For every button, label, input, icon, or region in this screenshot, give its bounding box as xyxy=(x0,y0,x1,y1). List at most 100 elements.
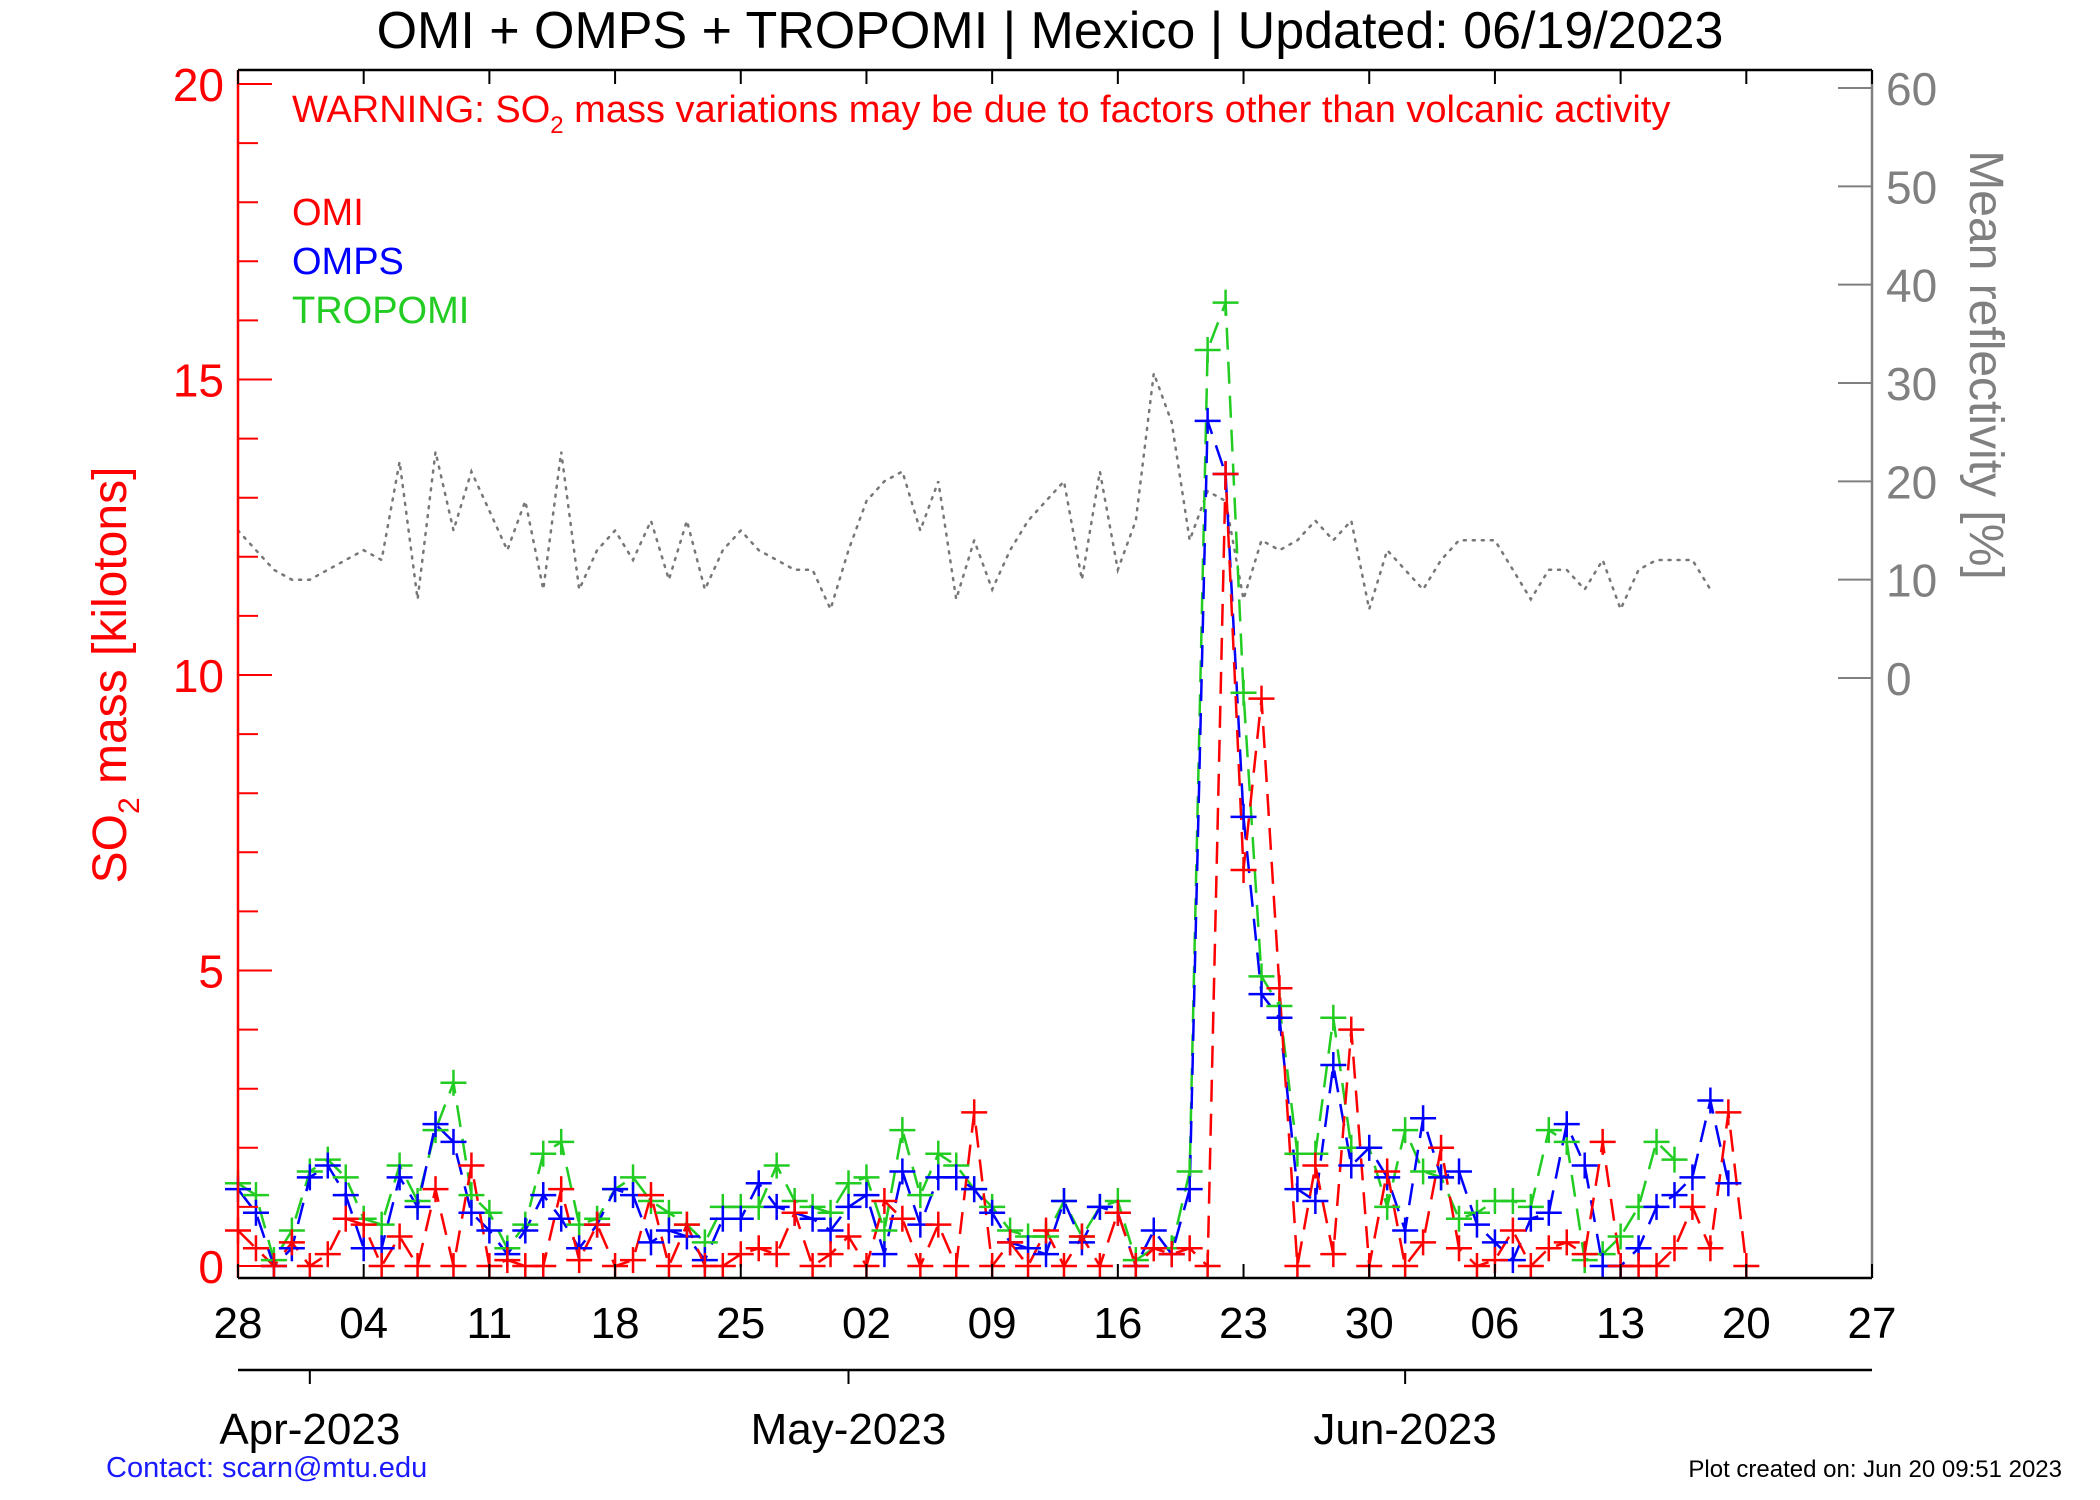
axes: 0 5 10 15 20 0 10 20 30 40 50 60 28 04 11 18 25 02 09 16 23 3… xyxy=(173,59,1937,1454)
omps-point xyxy=(332,1182,359,1209)
month-label: Apr-2023 xyxy=(219,1405,400,1454)
tropomi-point xyxy=(1607,1223,1634,1250)
omi-point xyxy=(1589,1128,1616,1155)
omps-point xyxy=(637,1229,664,1256)
x-axis-tick-label: 16 xyxy=(1093,1299,1142,1348)
omps-point xyxy=(1086,1193,1113,1220)
omps-point xyxy=(386,1164,413,1191)
omi-point xyxy=(440,1253,467,1279)
omps-point xyxy=(835,1193,862,1220)
x-axis-tick-label: 09 xyxy=(968,1299,1017,1348)
omps-point xyxy=(655,1217,682,1244)
tropomi-point xyxy=(835,1170,862,1197)
omi-point xyxy=(835,1223,862,1250)
y-axis-label-left: SO2 mass [kilotons] xyxy=(84,467,146,884)
omi-point xyxy=(1248,685,1275,712)
left-axis-tick-label: 10 xyxy=(173,650,224,702)
tropomi-point xyxy=(1499,1187,1526,1214)
tropomi-point xyxy=(1392,1117,1419,1144)
omi-point xyxy=(1410,1229,1437,1256)
x-axis-tick-label: 02 xyxy=(842,1299,891,1348)
omi-point xyxy=(530,1253,557,1279)
omi-point xyxy=(1553,1229,1580,1256)
omi-point xyxy=(1392,1253,1419,1279)
right-axis-tick-label: 20 xyxy=(1886,456,1937,508)
omi-point xyxy=(1194,1253,1221,1279)
chart-text: OMI + OMPS + TROPOMI | Mexico | Updated:… xyxy=(84,2,2012,883)
month-label: May-2023 xyxy=(751,1405,947,1454)
month-label: Jun-2023 xyxy=(1313,1405,1496,1454)
omps-point xyxy=(1661,1182,1688,1209)
omps-point xyxy=(242,1199,269,1226)
tropomi-point xyxy=(1230,679,1257,706)
omi-point xyxy=(1517,1253,1544,1279)
omi-point xyxy=(1338,1016,1365,1043)
omi-point xyxy=(1446,1235,1473,1262)
tropomi-point xyxy=(871,1217,898,1244)
right-axis-tick-label: 60 xyxy=(1886,63,1937,115)
omps-point xyxy=(817,1217,844,1244)
left-axis-tick-label: 20 xyxy=(173,59,224,111)
tropomi-point xyxy=(1643,1128,1670,1155)
omi-point xyxy=(673,1211,700,1238)
omi-point xyxy=(1463,1253,1490,1279)
omps-point xyxy=(548,1205,575,1232)
omps-point xyxy=(1446,1158,1473,1185)
omi-point xyxy=(350,1211,377,1238)
omps-point xyxy=(1553,1111,1580,1138)
left-axis-tick-label: 5 xyxy=(198,946,224,998)
omi-point xyxy=(889,1205,916,1232)
omps-point xyxy=(727,1205,754,1232)
omps-point xyxy=(871,1241,898,1268)
omi-point xyxy=(997,1229,1024,1256)
omps-point xyxy=(1428,1164,1455,1191)
x-axis-tick-label: 27 xyxy=(1848,1299,1897,1348)
omi-point xyxy=(296,1253,323,1279)
omps-point xyxy=(296,1164,323,1191)
omps-point xyxy=(1571,1152,1598,1179)
plot-created-text: Plot created on: Jun 20 09:51 2023 xyxy=(1688,1456,2062,1483)
omi-point xyxy=(907,1253,934,1279)
omi-point xyxy=(620,1247,647,1274)
x-axis-tick-label: 23 xyxy=(1219,1299,1268,1348)
omps-point xyxy=(440,1128,467,1155)
omi-point xyxy=(799,1253,826,1279)
left-axis-tick-label: 0 xyxy=(198,1241,224,1293)
omps-point xyxy=(763,1193,790,1220)
omi-point xyxy=(1050,1253,1077,1279)
omi-point xyxy=(1212,461,1239,488)
omi-point xyxy=(1015,1253,1042,1279)
omi-point xyxy=(332,1205,359,1232)
tropomi-point xyxy=(440,1069,467,1096)
omi-point xyxy=(1715,1099,1742,1126)
omi-point xyxy=(727,1241,754,1268)
so2-series-lines xyxy=(237,302,1748,1271)
omps-point xyxy=(1266,1004,1293,1031)
tropomi-point xyxy=(1212,289,1239,316)
omi-point xyxy=(1068,1223,1095,1250)
omi-point xyxy=(871,1187,898,1214)
omi-point xyxy=(1661,1235,1688,1262)
reflectivity-line xyxy=(236,372,1712,613)
omps-point xyxy=(1535,1199,1562,1226)
x-axis-tick-label: 25 xyxy=(716,1299,765,1348)
omi-point xyxy=(925,1211,952,1238)
tropomi-point xyxy=(763,1152,790,1179)
omps-point xyxy=(602,1176,629,1203)
x-axis-tick-label: 13 xyxy=(1596,1299,1645,1348)
omi-point xyxy=(1499,1217,1526,1244)
omi-point xyxy=(242,1235,269,1262)
omps-point xyxy=(1643,1193,1670,1220)
omps-point xyxy=(979,1199,1006,1226)
omi-point xyxy=(278,1229,305,1256)
omi-point xyxy=(1535,1235,1562,1262)
omi-point xyxy=(1230,857,1257,884)
omi-point xyxy=(458,1152,485,1179)
omi-point xyxy=(1086,1253,1113,1279)
omi-point xyxy=(1679,1193,1706,1220)
omps-point xyxy=(314,1152,341,1179)
omps-point xyxy=(404,1193,431,1220)
omi-point xyxy=(763,1241,790,1268)
omi-point xyxy=(494,1247,521,1274)
omps-point xyxy=(1033,1241,1060,1268)
